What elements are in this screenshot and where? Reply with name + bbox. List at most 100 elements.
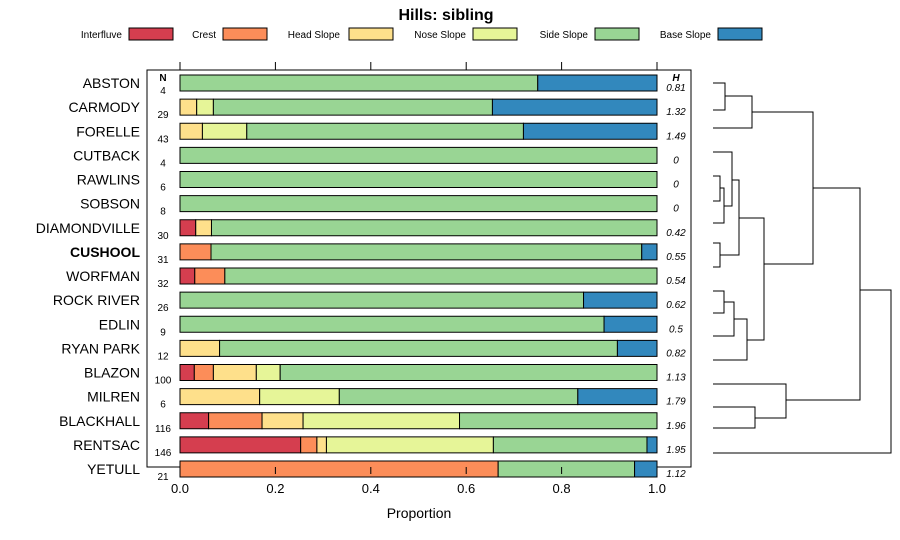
bar-segment — [212, 364, 257, 381]
bar-segment — [259, 388, 340, 406]
dendrogram-branch — [713, 383, 787, 419]
bar-segment — [196, 98, 214, 116]
dendrogram-branch — [713, 242, 721, 268]
legend-label: Interfluve — [81, 30, 123, 41]
bar-segment — [459, 412, 658, 430]
n-value: 9 — [160, 327, 166, 338]
h-value: 1.95 — [666, 445, 686, 456]
bar-segment — [212, 98, 493, 116]
bar-segment — [179, 146, 658, 164]
h-value: 0 — [673, 204, 679, 215]
dendrogram-branch — [739, 217, 765, 341]
legend-swatch — [348, 27, 394, 41]
row-label: RAWLINS — [77, 172, 140, 188]
dendrogram-branch — [713, 406, 756, 429]
dendrogram-branch — [752, 111, 814, 265]
row-label: DIAMONDVILLE — [36, 220, 140, 236]
bar-segment — [603, 315, 658, 333]
n-value: 6 — [160, 400, 166, 411]
dendrogram-branch — [713, 290, 725, 314]
row-label: SOBSON — [80, 196, 140, 212]
h-value: 0.54 — [666, 276, 686, 287]
legend-label: Nose Slope — [414, 30, 466, 41]
n-value: 26 — [157, 303, 169, 314]
row-label: WORFMAN — [66, 268, 140, 284]
bar-segment — [179, 98, 198, 116]
bar-segment — [255, 364, 281, 381]
bar-segment — [179, 436, 302, 454]
bar-segment — [646, 436, 658, 454]
bar-segment — [179, 171, 658, 188]
legend-swatch — [128, 27, 174, 41]
bar-segment — [210, 243, 643, 261]
n-value: 146 — [155, 448, 172, 459]
bar-segment — [537, 74, 658, 92]
n-value: 6 — [160, 183, 166, 194]
bar-segment — [179, 243, 212, 261]
h-value: 0.42 — [666, 228, 686, 239]
n-value: 12 — [157, 351, 169, 362]
row-label: RYAN PARK — [61, 340, 140, 356]
dendrogram — [713, 82, 892, 454]
bar-segment — [179, 315, 605, 333]
bar-segment — [193, 364, 214, 381]
bar-segment — [300, 436, 318, 454]
bar-segment — [492, 436, 648, 454]
n-value: 116 — [155, 424, 171, 435]
bar-segment — [522, 122, 658, 140]
bar-segment — [179, 219, 197, 237]
h-value: 0.62 — [666, 300, 686, 311]
x-tick-label: 0.4 — [362, 481, 380, 496]
bar-segment — [261, 412, 304, 430]
bar-segment — [338, 388, 579, 406]
n-value: 31 — [157, 255, 169, 266]
chart-title: Hills: sibling — [398, 7, 493, 24]
bar-segment — [316, 436, 327, 454]
bar-segment — [179, 74, 539, 92]
bar-segment — [224, 267, 658, 285]
row-label: MILREN — [87, 389, 140, 405]
x-tick-label: 1.0 — [648, 481, 666, 496]
legend-swatch — [222, 27, 268, 41]
n-value: 8 — [160, 207, 166, 218]
bar-segment — [219, 339, 618, 357]
h-value: 1.32 — [666, 107, 686, 118]
h-column-header: H — [672, 73, 680, 84]
bar-segment — [179, 364, 195, 381]
row-label: CARMODY — [68, 99, 140, 115]
h-value: 1.96 — [666, 421, 686, 432]
h-value: 0.55 — [666, 252, 686, 263]
n-value: 4 — [160, 86, 166, 97]
dendrogram-branch — [713, 95, 753, 129]
row-label: BLAZON — [84, 365, 140, 381]
bar-segment — [179, 291, 585, 309]
legend-swatch — [594, 27, 640, 41]
bars-group: ABSTON 4 0.81 CARMODY 29 1.32 FORELLE 43 1.49 CUT… — [36, 74, 686, 483]
legend-label: Head Slope — [288, 30, 341, 41]
axes-group: 0.0 0.2 0.4 0.6 0.8 1.0 — [171, 62, 666, 496]
row-label: YETULL — [87, 461, 140, 477]
n-value: 29 — [157, 110, 169, 121]
bar-segment — [497, 460, 636, 478]
dendrogram-branch — [713, 187, 725, 224]
n-value: 21 — [157, 472, 169, 483]
bar-segment — [302, 412, 461, 430]
n-value: 43 — [157, 134, 169, 145]
h-value: 0.81 — [666, 83, 685, 94]
dendrogram-branch — [713, 289, 892, 454]
row-label: ABSTON — [83, 75, 140, 91]
n-value: 32 — [157, 279, 169, 290]
legend-label: Base Slope — [660, 30, 712, 41]
bar-segment — [179, 267, 196, 285]
n-value: 100 — [155, 376, 172, 387]
x-tick-label: 0.2 — [266, 481, 284, 496]
row-label: CUTBACK — [73, 147, 141, 163]
bar-segment — [279, 364, 658, 381]
dendrogram-branch — [720, 179, 740, 256]
legend: Interfluve Crest Head Slope Nose Slope Side … — [81, 27, 763, 41]
row-label: EDLIN — [99, 316, 140, 332]
n-value: 4 — [160, 158, 166, 169]
dendrogram-branch — [713, 318, 748, 361]
bar-segment — [491, 98, 658, 116]
